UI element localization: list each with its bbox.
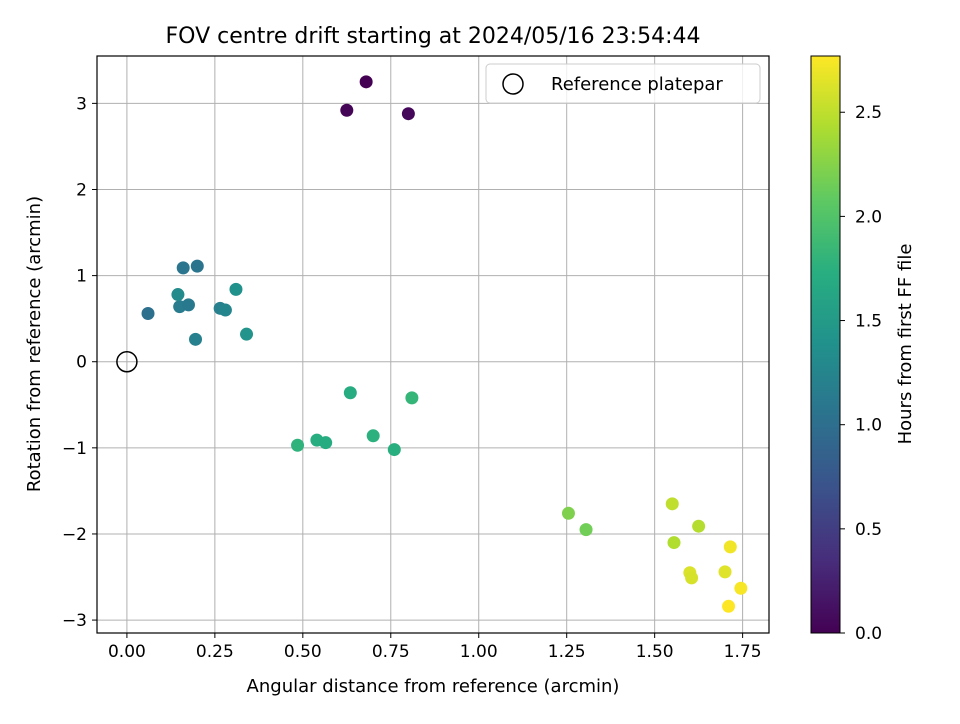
data-point [240, 327, 254, 341]
colorbar-tick-label: 1.0 [855, 416, 882, 436]
data-point [141, 306, 155, 320]
colorbar-tick-label: 2.5 [855, 103, 882, 123]
colorbar-label: Hours from first FF file [895, 244, 916, 445]
data-point [734, 581, 748, 595]
y-tick-label: −3 [62, 611, 87, 631]
data-point [665, 497, 679, 511]
data-point [401, 107, 415, 121]
x-tick-label: 0.25 [196, 642, 234, 662]
y-tick-label: 2 [76, 180, 87, 200]
y-tick-label: 0 [76, 353, 87, 373]
data-point [171, 288, 185, 302]
x-tick-label: 0.75 [372, 642, 410, 662]
grid-lines [97, 56, 769, 633]
plot-frame [96, 55, 770, 634]
colorbar-tick-label: 2.0 [855, 207, 882, 227]
data-point [718, 565, 732, 579]
data-point [692, 519, 706, 533]
data-point [189, 332, 203, 346]
data-points [141, 75, 748, 613]
data-point [561, 506, 575, 520]
y-tick-label: −1 [62, 439, 87, 459]
data-point [291, 438, 305, 452]
x-tick-label: 1.50 [636, 642, 674, 662]
data-point [340, 103, 354, 117]
x-tick-label: 0.00 [108, 642, 146, 662]
data-point [319, 436, 333, 450]
data-point [181, 298, 195, 312]
colorbar-ticks: 0.0 0.5 1.0 1.5 2.0 2.5 [840, 103, 882, 644]
x-tick-label: 0.50 [284, 642, 322, 662]
colorbar-tick-label: 1.5 [855, 312, 882, 332]
colorbar-gradient [810, 55, 841, 634]
legend-box [485, 63, 761, 104]
data-point [667, 536, 681, 550]
data-point [359, 75, 373, 89]
data-point [723, 540, 737, 554]
data-point [343, 386, 357, 400]
legend: Reference platepar [485, 63, 761, 104]
y-tick-label: 3 [76, 94, 87, 114]
data-point [190, 259, 204, 273]
y-axis-ticks: −3 −2 −1 0 1 2 3 [62, 94, 97, 631]
data-point [685, 571, 699, 585]
data-point [229, 282, 243, 296]
data-point [579, 523, 593, 537]
data-point [366, 429, 380, 443]
x-axis-ticks: 0.00 0.25 0.50 0.75 1.00 1.25 1.50 1.75 [108, 633, 762, 662]
colorbar-tick-label: 0.0 [855, 624, 882, 644]
x-tick-label: 1.75 [724, 642, 762, 662]
reference-platepar-marker [116, 350, 138, 373]
data-point [218, 303, 232, 317]
y-axis-label: Rotation from reference (arcmin) [24, 196, 45, 492]
data-point [176, 261, 190, 275]
x-tick-label: 1.25 [548, 642, 586, 662]
legend-entry-reference-platepar: Reference platepar [551, 74, 723, 95]
x-tick-label: 1.00 [460, 642, 498, 662]
x-axis-label: Angular distance from reference (arcmin) [247, 676, 620, 697]
data-point [405, 391, 419, 405]
y-tick-label: −2 [62, 525, 87, 545]
legend-marker [502, 73, 524, 95]
colorbar: 0.0 0.5 1.0 1.5 2.0 2.5 Hours from first FF f… [810, 55, 916, 644]
y-tick-label: 1 [76, 267, 87, 287]
chart-title: FOV centre drift starting at 2024/05/16 … [166, 24, 701, 49]
data-point [722, 599, 736, 613]
colorbar-tick-label: 0.5 [855, 520, 882, 540]
data-point [387, 443, 401, 457]
